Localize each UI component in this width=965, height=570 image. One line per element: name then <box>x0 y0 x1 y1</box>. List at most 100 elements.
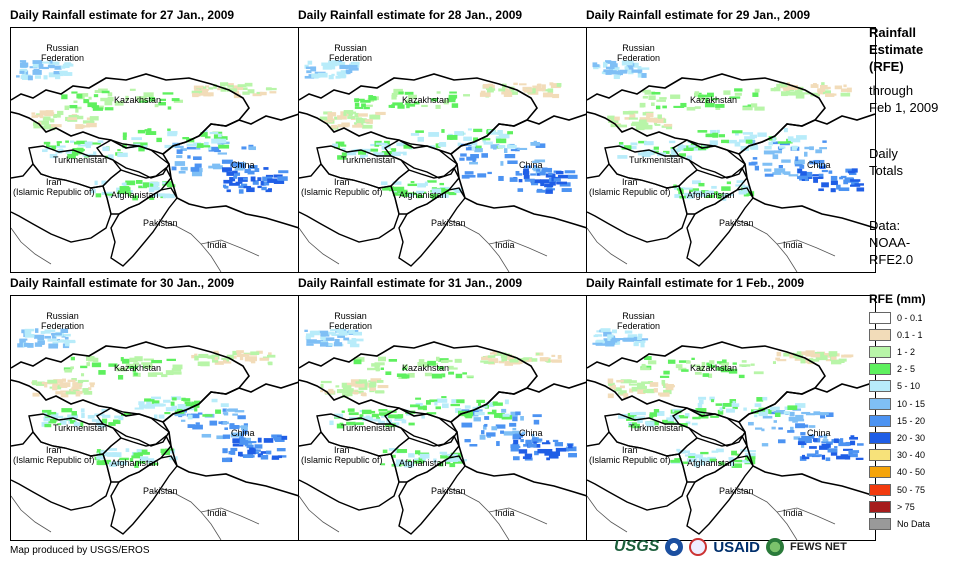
label-afghanistan: Afghanistan <box>399 458 447 468</box>
panel-title: Daily Rainfall estimate for 1 Feb., 2009 <box>586 276 805 290</box>
map-credit: Map produced by USGS/EROS <box>10 545 150 556</box>
label-kazakhstan: Kazakhstan <box>402 363 450 373</box>
rainfall-map: Russian Federation Kazakhstan Turkmenist… <box>586 295 876 541</box>
label-russian-federation: Russian Federation <box>329 43 372 63</box>
fews-net-logo: FEWS NET <box>790 541 847 553</box>
label-pakistan: Pakistan <box>431 486 466 496</box>
legend-swatch <box>869 328 891 341</box>
label-russian-federation: Russian Federation <box>617 43 660 63</box>
label-iran: Iran (Islamic Republic of) <box>301 445 383 465</box>
rainfall-panel: Daily Rainfall estimate for 1 Feb., 2009… <box>586 276 876 541</box>
legend-label: 40 - 50 <box>897 467 926 478</box>
label-iran: Iran (Islamic Republic of) <box>301 177 383 197</box>
label-iran-name: Iran <box>622 177 638 187</box>
label-india: India <box>783 240 803 250</box>
label-russian: Russian <box>46 311 79 321</box>
rainfall-panel: Daily Rainfall estimate for 30 Jan., 200… <box>10 276 300 541</box>
legend-item: 50 - 75 <box>869 482 925 497</box>
label-turkmenistan: Turkmenistan <box>629 423 684 433</box>
panel-title: Daily Rainfall estimate for 29 Jan., 200… <box>586 8 811 22</box>
label-iran-qualifier: (Islamic Republic of) <box>301 455 383 465</box>
label-kazakhstan: Kazakhstan <box>690 95 738 105</box>
rainfall-panel: Daily Rainfall estimate for 29 Jan., 200… <box>586 8 876 273</box>
legend-item: 0.1 - 1 <box>869 327 923 342</box>
label-iran-name: Iran <box>334 177 350 187</box>
side-rfe: RFE2.0 <box>869 252 914 267</box>
usgs-logo: USGS <box>614 538 660 555</box>
label-kazakhstan: Kazakhstan <box>402 95 450 105</box>
label-iran: Iran (Islamic Republic of) <box>589 445 671 465</box>
panel-title: Daily Rainfall estimate for 30 Jan., 200… <box>10 276 235 290</box>
label-iran: Iran (Islamic Republic of) <box>589 177 671 197</box>
side-title-1: Rainfall <box>869 25 916 40</box>
nws-seal-icon <box>689 538 708 556</box>
legend-swatch <box>869 483 891 496</box>
side-title-2: Estimate <box>869 42 924 57</box>
legend-item: 2 - 5 <box>869 362 915 377</box>
panel-title: Daily Rainfall estimate for 28 Jan., 200… <box>298 8 523 22</box>
label-turkmenistan: Turkmenistan <box>629 155 684 165</box>
legend-swatch <box>869 466 891 479</box>
side-date: Feb 1, 2009 <box>869 100 939 115</box>
label-iran-qualifier: (Islamic Republic of) <box>589 455 671 465</box>
label-pakistan: Pakistan <box>431 218 466 228</box>
legend-label: 5 - 10 <box>897 381 921 392</box>
label-russian: Russian <box>622 311 655 321</box>
rainfall-map: Russian Federation Kazakhstan Turkmenist… <box>586 27 876 273</box>
side-title-3: (RFE) <box>869 59 904 74</box>
label-afghanistan: Afghanistan <box>111 190 159 200</box>
label-india: India <box>207 508 227 518</box>
label-russian: Russian <box>334 43 367 53</box>
side-through: through <box>869 83 914 98</box>
usaid-logo: USAID <box>713 538 761 556</box>
side-totals: Totals <box>869 163 903 178</box>
label-afghanistan: Afghanistan <box>111 458 159 468</box>
label-india: India <box>783 508 803 518</box>
label-iran-qualifier: (Islamic Republic of) <box>13 455 95 465</box>
rainfall-map: Russian Federation Kazakhstan Turkmenist… <box>298 295 588 541</box>
legend-label: 10 - 15 <box>897 398 926 409</box>
label-russian-federation: Russian Federation <box>617 311 660 331</box>
side-data: Data: <box>869 218 901 233</box>
legend-swatch <box>869 449 891 462</box>
legend-label: > 75 <box>897 501 915 512</box>
label-federation: Federation <box>41 53 85 63</box>
label-russian: Russian <box>334 311 367 321</box>
label-russian: Russian <box>622 43 655 53</box>
legend-swatch <box>869 345 891 358</box>
legend-item: 40 - 50 <box>869 465 925 480</box>
legend-label: 0.1 - 1 <box>897 329 923 340</box>
legend-swatch <box>869 500 891 513</box>
label-china: China <box>807 428 831 438</box>
legend-swatch <box>869 414 891 427</box>
legend-item: No Data <box>869 516 930 531</box>
rainfall-map: Russian Federation Kazakhstan Turkmenist… <box>10 27 300 273</box>
legend-swatch <box>869 380 891 393</box>
label-china: China <box>519 428 543 438</box>
panel-title: Daily Rainfall estimate for 27 Jan., 200… <box>10 8 235 22</box>
legend-label: 20 - 30 <box>897 432 926 443</box>
legend-item: 30 - 40 <box>869 448 925 463</box>
label-russian-federation: Russian Federation <box>41 311 84 331</box>
label-china: China <box>807 160 831 170</box>
legend-item: 1 - 2 <box>869 344 915 359</box>
label-turkmenistan: Turkmenistan <box>53 423 108 433</box>
label-iran-name: Iran <box>46 177 62 187</box>
legend-item: 20 - 30 <box>869 430 925 445</box>
legend-item: 10 - 15 <box>869 396 925 411</box>
legend-label: 1 - 2 <box>897 346 916 357</box>
label-iran-name: Iran <box>334 445 350 455</box>
legend-label: 2 - 5 <box>897 364 916 375</box>
label-kazakhstan: Kazakhstan <box>114 95 162 105</box>
legend-label: 50 - 75 <box>897 484 926 495</box>
legend-label: 0 - 0.1 <box>897 312 923 323</box>
label-kazakhstan: Kazakhstan <box>690 363 738 373</box>
label-federation: Federation <box>329 321 373 331</box>
label-kazakhstan: Kazakhstan <box>114 363 162 373</box>
label-pakistan: Pakistan <box>143 218 178 228</box>
rainfall-panel: Daily Rainfall estimate for 31 Jan., 200… <box>298 276 588 541</box>
legend-swatch <box>869 311 891 324</box>
rainfall-map: Russian Federation Kazakhstan Turkmenist… <box>298 27 588 273</box>
side-noaa: NOAA- <box>869 235 911 250</box>
label-iran: Iran (Islamic Republic of) <box>13 445 95 465</box>
